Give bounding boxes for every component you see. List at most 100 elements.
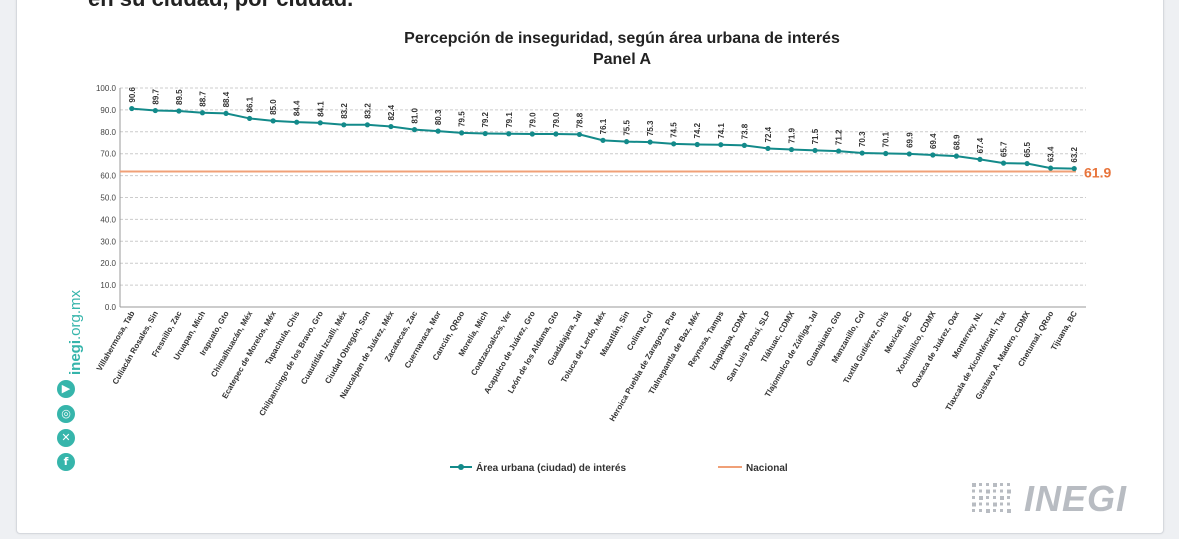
data-point — [836, 148, 842, 154]
youtube-icon[interactable]: ▶ — [57, 380, 75, 398]
logo-dot — [986, 502, 989, 506]
data-point — [671, 141, 677, 147]
data-label: 71.9 — [787, 127, 796, 143]
data-label: 89.5 — [175, 89, 184, 105]
data-label: 65.5 — [1023, 141, 1032, 157]
chart-title: Percepción de inseguridad, según área ur… — [404, 30, 840, 47]
data-label: 78.8 — [575, 112, 584, 128]
logo-dot — [1000, 489, 1003, 493]
data-label: 67.4 — [976, 137, 985, 153]
data-label: 89.7 — [151, 88, 160, 104]
logo-dot — [979, 483, 982, 486]
y-tick-label: 30.0 — [100, 237, 116, 246]
data-point — [859, 150, 865, 156]
data-label: 74.5 — [670, 122, 679, 138]
data-point — [1071, 165, 1077, 172]
data-point — [623, 139, 630, 145]
data-label: 86.1 — [246, 96, 255, 112]
data-point — [294, 119, 300, 125]
y-tick-label: 90.0 — [100, 106, 116, 115]
x-tick-label: Tuxtla Gutiérrez, Chis — [842, 309, 891, 385]
x-tick-label: San Luis Potosí, SLP — [725, 309, 773, 383]
logo-dot — [1007, 489, 1011, 494]
chart-legend: Área urbana (ciudad) de interés Nacional — [450, 461, 788, 474]
logo-dot — [986, 509, 990, 513]
data-label: 71.5 — [811, 128, 820, 144]
data-label: 88.7 — [198, 91, 207, 107]
data-label: 75.5 — [623, 120, 632, 136]
data-point — [1024, 160, 1030, 167]
data-label: 81.0 — [411, 107, 420, 123]
y-tick-label: 0.0 — [105, 303, 117, 312]
logo-dot — [979, 489, 982, 493]
data-point — [765, 145, 771, 152]
data-point — [459, 130, 465, 136]
logo-dot — [979, 509, 982, 512]
x-tick-label: Chimalhuacán, Méx — [209, 309, 254, 379]
instagram-icon[interactable]: ◎ — [57, 405, 75, 423]
logo-dot — [993, 502, 997, 507]
data-point — [270, 118, 276, 124]
y-tick-label: 60.0 — [100, 172, 116, 181]
chart-card — [16, 0, 1164, 534]
facebook-icon[interactable]: f — [57, 453, 75, 471]
data-label: 70.1 — [882, 131, 891, 147]
data-label: 73.8 — [740, 123, 749, 139]
data-label: 76.1 — [599, 118, 608, 134]
data-label: 68.9 — [952, 134, 961, 150]
data-label: 71.2 — [835, 129, 844, 145]
data-point — [883, 150, 889, 157]
y-tick-label: 50.0 — [100, 194, 116, 203]
x-icon[interactable]: ✕ — [57, 429, 75, 447]
data-point — [435, 128, 441, 134]
data-point — [741, 142, 747, 148]
logo-dot — [986, 496, 989, 499]
website-url[interactable]: inegi.org.mx — [67, 289, 84, 375]
logo-dot — [1000, 509, 1003, 512]
data-point — [176, 108, 182, 114]
data-point — [576, 131, 583, 138]
y-tick-label: 10.0 — [100, 281, 116, 290]
logo-dot — [979, 496, 983, 500]
data-point — [482, 130, 488, 137]
data-label: 80.3 — [434, 109, 443, 125]
logo-dot — [979, 502, 982, 506]
data-point — [364, 122, 370, 128]
y-tick-label: 100.0 — [96, 84, 117, 93]
logo-dot — [993, 509, 996, 512]
data-point — [223, 110, 229, 117]
data-label: 69.4 — [929, 133, 938, 149]
data-label: 75.3 — [646, 120, 655, 136]
inegi-logo — [972, 483, 1011, 513]
logo-dot — [1007, 483, 1010, 486]
data-label: 72.4 — [764, 126, 773, 142]
logo-dot — [1000, 496, 1004, 500]
data-point — [411, 127, 418, 133]
data-label: 70.3 — [858, 131, 867, 147]
data-point — [129, 105, 135, 112]
data-point — [317, 120, 323, 126]
x-tick-label: Toluca de Lerdo, Méx — [559, 309, 608, 384]
data-point — [930, 152, 936, 158]
data-point — [977, 156, 983, 162]
logo-dot — [972, 502, 976, 507]
data-point — [246, 115, 253, 122]
logo-dot — [993, 496, 996, 499]
chart-subtitle: Panel A — [593, 51, 652, 68]
data-point — [812, 147, 818, 154]
logo-dot — [986, 489, 990, 494]
y-tick-label: 20.0 — [100, 259, 116, 268]
data-point — [341, 122, 347, 128]
data-point — [694, 141, 700, 148]
data-point — [600, 137, 606, 143]
logo-dot — [993, 483, 997, 487]
data-label: 79.0 — [552, 112, 561, 128]
data-label: 88.4 — [222, 91, 231, 107]
data-point — [647, 139, 653, 145]
data-label: 82.4 — [387, 104, 396, 120]
data-point — [906, 151, 912, 157]
x-tick-label: Ciudad Obregón, Son — [323, 309, 372, 385]
data-label: 74.1 — [717, 123, 726, 139]
data-label: 79.5 — [458, 111, 467, 127]
